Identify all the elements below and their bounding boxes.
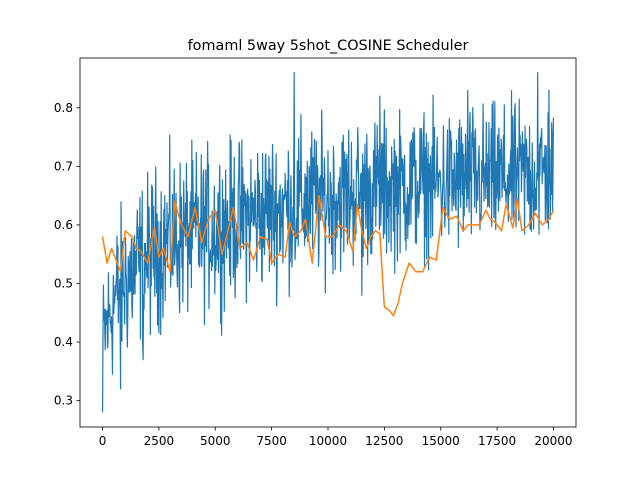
x-axis: 0 2500 5000 7500 10000 12500 15000 17500 20000 (99, 427, 573, 448)
y-tick-label: 0.8 (54, 101, 73, 115)
y-tick-label: 0.5 (54, 277, 73, 291)
x-tick-label: 17500 (478, 434, 516, 448)
x-tick-label: 2500 (144, 434, 175, 448)
x-tick-label: 10000 (309, 434, 347, 448)
y-tick-label: 0.4 (54, 335, 73, 349)
y-tick-label: 0.3 (54, 394, 73, 408)
series-group (101, 72, 555, 413)
x-tick-label: 5000 (200, 434, 231, 448)
x-tick-label: 15000 (422, 434, 460, 448)
x-tick-label: 12500 (365, 434, 403, 448)
plot-area (101, 72, 555, 413)
chart-title: fomaml 5way 5shot_COSINE Scheduler (188, 38, 469, 54)
x-tick-label: 7500 (256, 434, 287, 448)
series-2-line (101, 194, 555, 317)
y-tick-label: 0.6 (54, 218, 73, 232)
y-axis: 0.3 0.4 0.5 0.6 0.7 0.8 (54, 101, 80, 408)
x-tick-label: 0 (99, 434, 107, 448)
y-tick-label: 0.7 (54, 159, 73, 173)
x-tick-label: 20000 (534, 434, 572, 448)
series-1-line (101, 72, 555, 413)
